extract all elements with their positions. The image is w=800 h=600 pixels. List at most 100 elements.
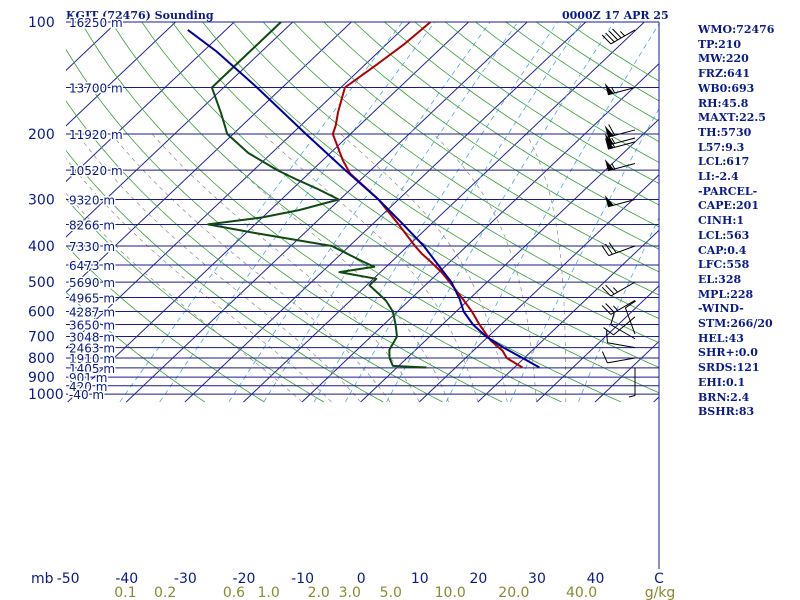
mixing-ratio-tick-label: 1.0 xyxy=(257,585,279,600)
wind-barb-full xyxy=(612,28,622,39)
wind-barb xyxy=(601,351,636,364)
temperature-profile-line xyxy=(331,22,524,369)
isotherm-line xyxy=(66,22,294,238)
mixing-ratio-line xyxy=(578,216,659,403)
wind-barb-full xyxy=(601,245,610,256)
wind-barb-full xyxy=(625,300,636,309)
stat-line: SHR+:0.0 xyxy=(698,346,758,360)
stat-line: SRDS:121 xyxy=(698,361,760,375)
dry-adiabat-line xyxy=(111,22,621,403)
stat-line: CINH:1 xyxy=(698,214,745,228)
stat-line: CAP:0.4 xyxy=(698,243,747,257)
sounding-stats-panel: WMO:72476 TP:210 MW:220 FRZ:641 WB0:693 RH:45… xyxy=(698,23,774,420)
dry-adiabat-line xyxy=(353,22,659,228)
height-label: 4287 m xyxy=(69,306,115,320)
moist-adiabat-line xyxy=(526,133,567,402)
height-label: 4965 m xyxy=(69,291,115,305)
height-label: 1910 m xyxy=(69,352,115,366)
wind-barb-flag xyxy=(604,125,614,138)
moist-adiabat-line xyxy=(201,133,449,403)
temperature-tick-label: 10 xyxy=(411,571,429,587)
temperature-tick-label: C xyxy=(654,571,664,587)
dry-adiabat-line xyxy=(384,22,659,206)
height-label: 7330 m xyxy=(69,240,115,254)
stat-line: CAPE:201 xyxy=(698,199,759,213)
station-title: KGJT (72476) Sounding xyxy=(66,9,214,22)
moist-adiabat-line xyxy=(433,133,537,403)
wind-barb-staff xyxy=(624,307,636,335)
mixing-ratio-line xyxy=(344,22,583,403)
pressure-tick-label: 400 xyxy=(28,239,55,255)
height-label: 16250 m xyxy=(69,16,123,30)
height-label: 5690 m xyxy=(69,276,115,290)
stat-line: WMO:72476 xyxy=(698,23,775,36)
height-label: 9320 m xyxy=(69,194,115,208)
wind-barb xyxy=(606,330,636,349)
stat-line: MAXT:22.5 xyxy=(698,111,766,125)
temperature-tick-label: -30 xyxy=(174,571,197,587)
stat-line: TH:5730 xyxy=(698,125,752,139)
wind-barb-full xyxy=(608,242,617,254)
pressure-tick-label: 200 xyxy=(28,127,55,143)
wind-barb-column xyxy=(601,28,636,398)
stat-line: BRN:2.4 xyxy=(698,390,750,404)
wind-barb xyxy=(603,316,636,336)
stat-line: WB0:693 xyxy=(698,81,755,95)
wind-barb xyxy=(604,136,636,150)
wind-barb-staff xyxy=(610,281,636,297)
stat-line: EHI:0.1 xyxy=(698,375,746,389)
wind-barb xyxy=(604,195,636,208)
dry-adiabat-line xyxy=(66,48,503,403)
mixing-ratio-lines xyxy=(119,22,659,403)
dry-adiabat-lines xyxy=(66,22,659,403)
parcel-profile-line xyxy=(187,29,540,369)
stat-line: LFC:558 xyxy=(698,258,750,272)
moist-adiabat-line xyxy=(111,133,391,403)
wind-barb-full xyxy=(605,243,613,255)
mixing-ratio-line xyxy=(313,22,558,403)
mixing-ratio-tick-label: 3.0 xyxy=(339,585,361,600)
mixing-ratio-tick-label: 40.0 xyxy=(566,585,597,600)
mixing-ratio-tick-label: 5.0 xyxy=(380,585,402,600)
wind-barb xyxy=(610,312,636,340)
stat-line: RH:45.8 xyxy=(698,96,749,110)
temperature-tick-label: 30 xyxy=(528,571,546,587)
dry-adiabat-line xyxy=(323,22,659,250)
moist-adiabat-line xyxy=(76,133,361,403)
wind-barb-half xyxy=(619,31,625,37)
height-label: 10520 m xyxy=(69,164,123,178)
wind-barb-full xyxy=(601,34,612,45)
temperature-tick-label: 0 xyxy=(357,571,366,587)
sounding-profiles xyxy=(187,22,540,369)
height-label: 2463 m xyxy=(69,342,115,356)
height-label: 901 m xyxy=(69,371,107,385)
dry-adiabat-line xyxy=(66,100,443,403)
pressure-tick-label: 900 xyxy=(28,370,55,386)
stat-line: EL:328 xyxy=(698,272,742,286)
height-label: 8266 m xyxy=(69,218,115,232)
wind-barb-staff xyxy=(613,316,636,336)
stat-line: HEL:43 xyxy=(698,331,744,345)
moist-adiabat-line xyxy=(66,158,332,403)
wind-barb-full xyxy=(603,327,614,336)
dry-adiabat-line xyxy=(414,22,659,184)
axis-labels: 16250 m 13700 m 11920 m 10520 m 9320 m 8266 m… xyxy=(28,15,675,600)
dry-adiabat-line xyxy=(66,291,206,403)
wind-barb-flag xyxy=(604,195,614,207)
stat-line: -PARCEL- xyxy=(698,184,758,198)
mixing-ratio-tick-label: 0.6 xyxy=(223,585,245,600)
wind-barb-full xyxy=(601,351,608,364)
wind-barb-full xyxy=(610,312,615,325)
isotherm-line xyxy=(66,22,235,183)
isotherm-lines xyxy=(0,14,659,403)
wind-barb xyxy=(604,159,636,172)
mixing-ratio-tick-label: 0.1 xyxy=(114,585,136,600)
isotherm-line xyxy=(0,14,9,402)
wind-barb-staff xyxy=(607,342,636,349)
pressure-tick-label: 700 xyxy=(28,329,55,345)
dry-adiabat-line xyxy=(202,22,659,344)
isotherm-line xyxy=(66,22,353,294)
pressure-tick-label: 800 xyxy=(28,351,55,367)
pressure-tick-label: 600 xyxy=(28,305,55,321)
